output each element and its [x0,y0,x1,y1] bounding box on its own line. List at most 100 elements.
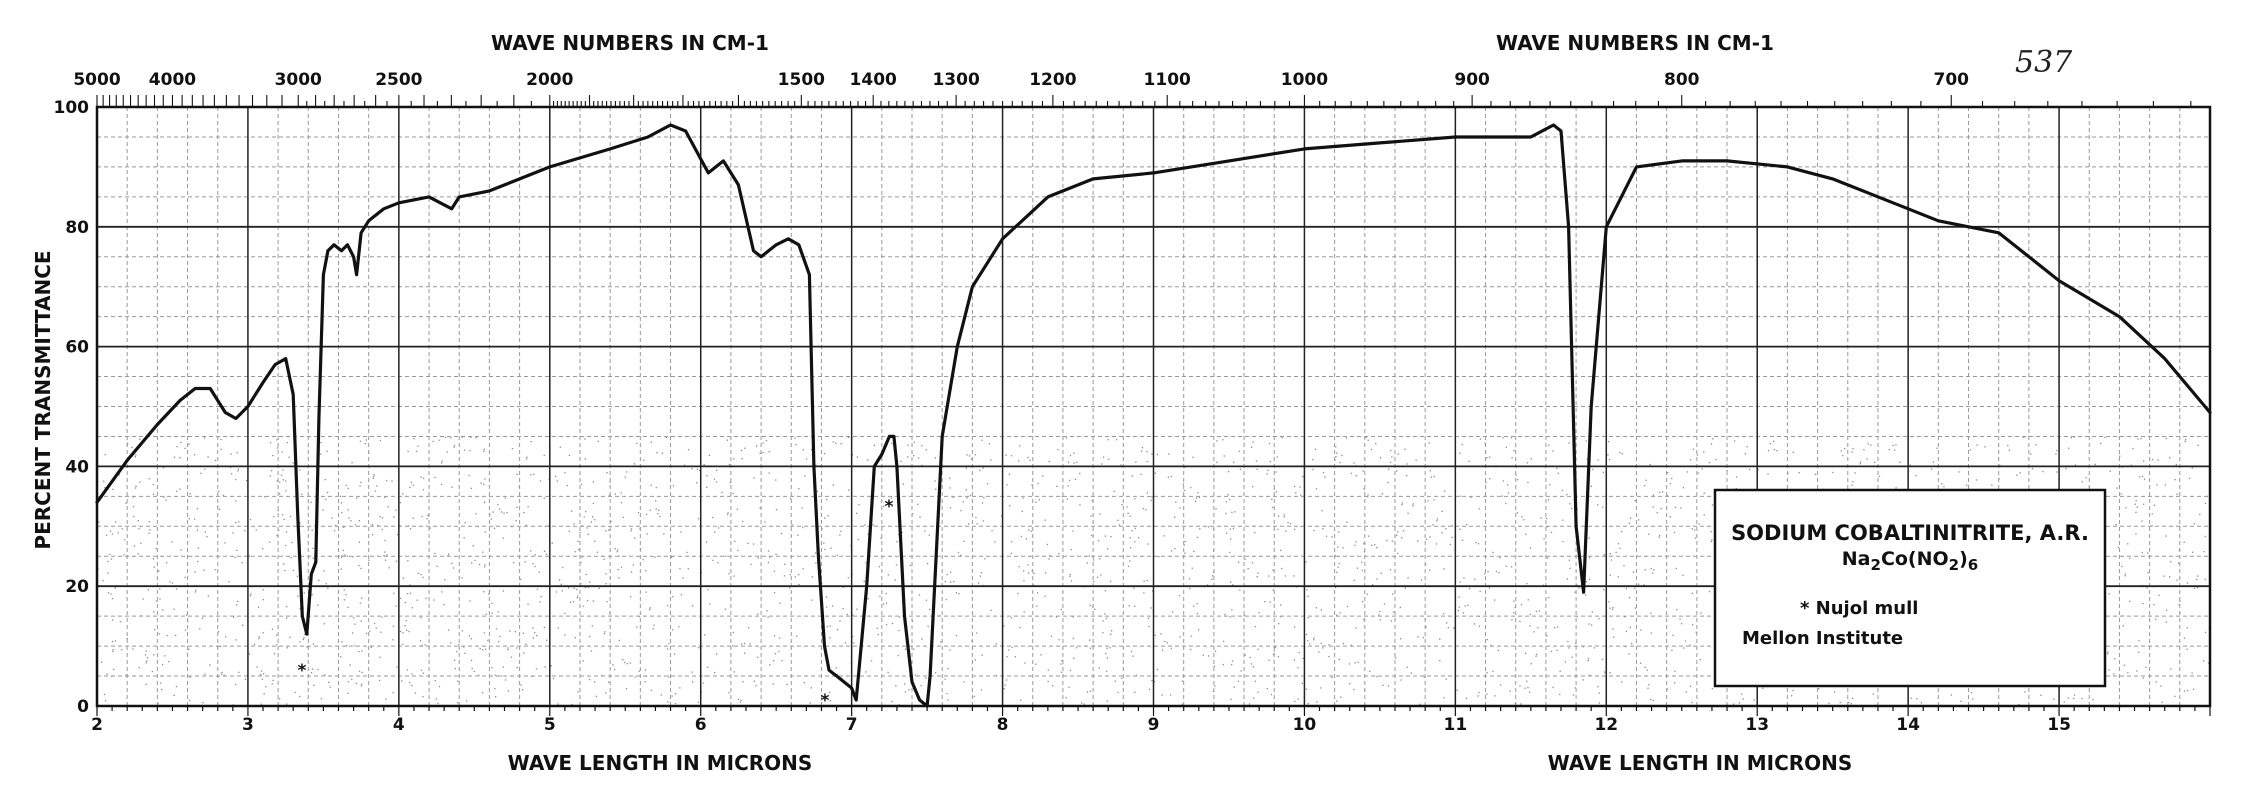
stipple-dot [153,654,155,656]
stipple-dot [825,596,828,598]
stipple-dot [421,515,423,518]
stipple-dot [1109,580,1112,582]
stipple-dot [944,580,946,583]
stipple-dot [1331,676,1333,679]
stipple-dot [804,475,806,477]
stipple-dot [1044,519,1046,521]
stipple-dot [1588,537,1590,539]
stipple-dot [1362,601,1364,603]
stipple-dot [1566,578,1568,580]
stipple-dot [1608,458,1611,461]
stipple-dot [2143,503,2145,505]
stipple-dot [1302,657,1304,659]
stipple-dot [697,701,700,703]
stipple-dot [203,569,205,571]
stipple-dot [2073,694,2076,696]
stipple-dot [1090,534,1093,537]
stipple-dot [2203,551,2205,553]
stipple-dot [1294,485,1296,488]
stipple-dot [1367,439,1369,441]
stipple-dot [1283,514,1286,516]
stipple-dot [835,667,837,669]
stipple-dot [1650,612,1652,614]
stipple-dot [732,645,734,647]
stipple-dot [2186,648,2188,650]
stipple-dot [1511,457,1513,459]
stipple-dot [737,549,739,552]
stipple-dot [1341,454,1343,457]
stipple-dot [2151,513,2153,515]
stipple-dot [1691,701,1693,704]
stipple-dot [1273,650,1275,652]
stipple-dot [1628,522,1630,524]
stipple-dot [636,442,638,445]
stipple-dot [350,520,352,522]
stipple-dot [220,448,222,450]
stipple-dot [1852,447,1854,450]
stipple-dot [417,445,419,447]
stipple-dot [1156,668,1159,671]
stipple-dot [692,605,694,607]
stipple-dot [753,477,755,479]
stipple-dot [1134,605,1136,607]
stipple-dot [1266,688,1268,690]
stipple-dot [536,588,539,590]
stipple-dot [1535,653,1538,656]
stipple-dot [347,692,349,694]
stipple-dot [452,567,455,569]
stipple-dot [1312,468,1314,471]
stipple-dot [836,673,838,675]
stipple-dot [2163,575,2165,577]
stipple-dot [1848,701,1850,704]
stipple-dot [1593,647,1595,649]
stipple-dot [1154,634,1156,636]
stipple-dot [1674,682,1676,684]
stipple-dot [1550,531,1553,533]
stipple-dot [1473,623,1476,625]
stipple-dot [329,686,331,688]
wavelength-axis-title-right: WAVE LENGTH IN MICRONS [1548,751,1853,775]
stipple-dot [1436,518,1438,520]
stipple-dot [1313,529,1315,532]
stipple-dot [839,534,841,536]
stipple-dot [879,595,881,597]
stipple-dot [1401,502,1403,504]
stipple-dot [580,583,582,585]
stipple-dot [752,543,755,545]
stipple-dot [340,568,342,570]
stipple-dot [934,457,937,459]
stipple-dot [384,496,386,499]
stipple-dot [1134,498,1136,500]
stipple-dot [1515,474,1517,476]
stipple-dot [946,573,948,576]
stipple-dot [427,514,429,516]
stipple-dot [276,535,278,537]
stipple-dot [739,701,742,703]
stipple-dot [2164,484,2167,486]
stipple-dot [322,509,324,511]
stipple-dot [891,442,893,445]
stipple-dot [1014,656,1016,658]
stipple-dot [830,547,832,549]
stipple-dot [1478,691,1480,694]
stipple-dot [534,632,536,634]
stipple-dot [1644,484,1646,487]
stipple-dot [2138,476,2141,478]
stipple-dot [1306,589,1308,591]
stipple-dot [184,576,186,578]
stipple-dot [520,684,522,686]
stipple-dot [2141,475,2144,477]
stipple-dot [457,680,459,682]
stipple-dot [762,442,764,444]
stipple-dot [1546,635,1548,637]
stipple-dot [2114,658,2116,660]
stipple-dot [1792,689,1794,692]
stipple-dot [858,504,860,506]
stipple-dot [2147,552,2149,554]
stipple-dot [415,450,418,453]
stipple-dot [650,441,652,443]
stipple-dot [1271,506,1274,509]
stipple-dot [786,683,788,686]
stipple-dot [2023,436,2025,438]
stipple-dot [1484,442,1486,444]
